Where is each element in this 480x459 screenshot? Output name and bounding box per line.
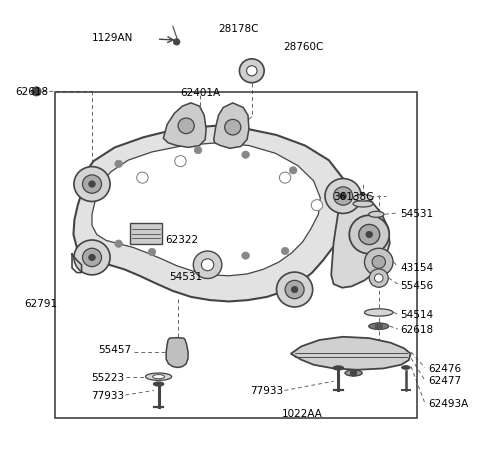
Circle shape	[194, 147, 202, 154]
Circle shape	[74, 241, 110, 275]
Text: 54514: 54514	[400, 309, 433, 319]
Circle shape	[281, 248, 289, 255]
Text: 77933: 77933	[91, 390, 124, 400]
Circle shape	[115, 241, 122, 248]
Ellipse shape	[402, 366, 410, 369]
Circle shape	[242, 252, 250, 260]
Text: 43154: 43154	[400, 262, 433, 272]
Circle shape	[242, 152, 250, 159]
Circle shape	[276, 273, 312, 307]
Ellipse shape	[153, 382, 164, 386]
Ellipse shape	[369, 323, 389, 330]
Circle shape	[83, 175, 101, 194]
Polygon shape	[92, 144, 320, 276]
Circle shape	[375, 323, 383, 330]
Circle shape	[279, 173, 291, 184]
Circle shape	[369, 269, 388, 288]
Text: 62401A: 62401A	[180, 88, 220, 98]
Text: 54531: 54531	[400, 208, 433, 218]
Polygon shape	[163, 104, 206, 148]
Text: 55457: 55457	[98, 344, 132, 354]
Circle shape	[115, 161, 122, 168]
Text: 55456: 55456	[400, 280, 433, 291]
Circle shape	[240, 60, 264, 84]
Circle shape	[350, 370, 357, 376]
Text: 62476: 62476	[429, 363, 462, 373]
Text: 62618: 62618	[400, 324, 433, 334]
Ellipse shape	[353, 195, 373, 202]
Text: 62493A: 62493A	[429, 398, 469, 409]
Ellipse shape	[145, 373, 172, 381]
Circle shape	[359, 225, 380, 245]
Bar	[55, 93, 417, 418]
Circle shape	[83, 249, 101, 267]
Circle shape	[89, 181, 96, 188]
Circle shape	[178, 119, 194, 134]
Circle shape	[366, 232, 372, 238]
Circle shape	[374, 274, 383, 283]
Circle shape	[202, 259, 214, 271]
Polygon shape	[73, 127, 350, 302]
Text: 36138C: 36138C	[334, 191, 374, 202]
Ellipse shape	[369, 212, 384, 218]
Text: 62322: 62322	[165, 235, 198, 245]
Circle shape	[247, 67, 257, 77]
Ellipse shape	[333, 366, 344, 370]
Text: 55223: 55223	[91, 372, 124, 382]
Circle shape	[340, 193, 347, 200]
Text: 62477: 62477	[429, 375, 462, 386]
Circle shape	[289, 167, 297, 174]
Circle shape	[89, 255, 96, 261]
Polygon shape	[291, 337, 410, 370]
Circle shape	[334, 187, 353, 206]
Ellipse shape	[353, 201, 373, 207]
Circle shape	[325, 179, 361, 214]
Text: 77933: 77933	[251, 386, 284, 396]
Polygon shape	[331, 180, 390, 288]
Circle shape	[137, 173, 148, 184]
Circle shape	[285, 281, 304, 299]
Circle shape	[74, 167, 110, 202]
Circle shape	[311, 200, 323, 211]
Polygon shape	[214, 104, 249, 149]
Text: 62618: 62618	[15, 87, 48, 97]
Ellipse shape	[345, 370, 362, 376]
Ellipse shape	[364, 309, 393, 316]
Circle shape	[32, 88, 41, 97]
Circle shape	[225, 120, 241, 136]
Text: 62791: 62791	[24, 299, 58, 308]
Text: 28178C: 28178C	[218, 24, 259, 34]
Bar	[130, 224, 162, 244]
Text: 54531: 54531	[169, 271, 203, 281]
Circle shape	[364, 249, 393, 276]
Polygon shape	[166, 338, 188, 368]
Circle shape	[175, 156, 186, 167]
Text: 1022AA: 1022AA	[282, 409, 323, 419]
Circle shape	[148, 249, 156, 256]
Ellipse shape	[153, 375, 165, 379]
Circle shape	[193, 252, 222, 279]
Circle shape	[372, 256, 385, 269]
Circle shape	[291, 287, 298, 293]
Circle shape	[349, 216, 389, 254]
Text: 1129AN: 1129AN	[92, 33, 133, 43]
Text: 28760C: 28760C	[284, 42, 324, 52]
Circle shape	[173, 39, 180, 46]
